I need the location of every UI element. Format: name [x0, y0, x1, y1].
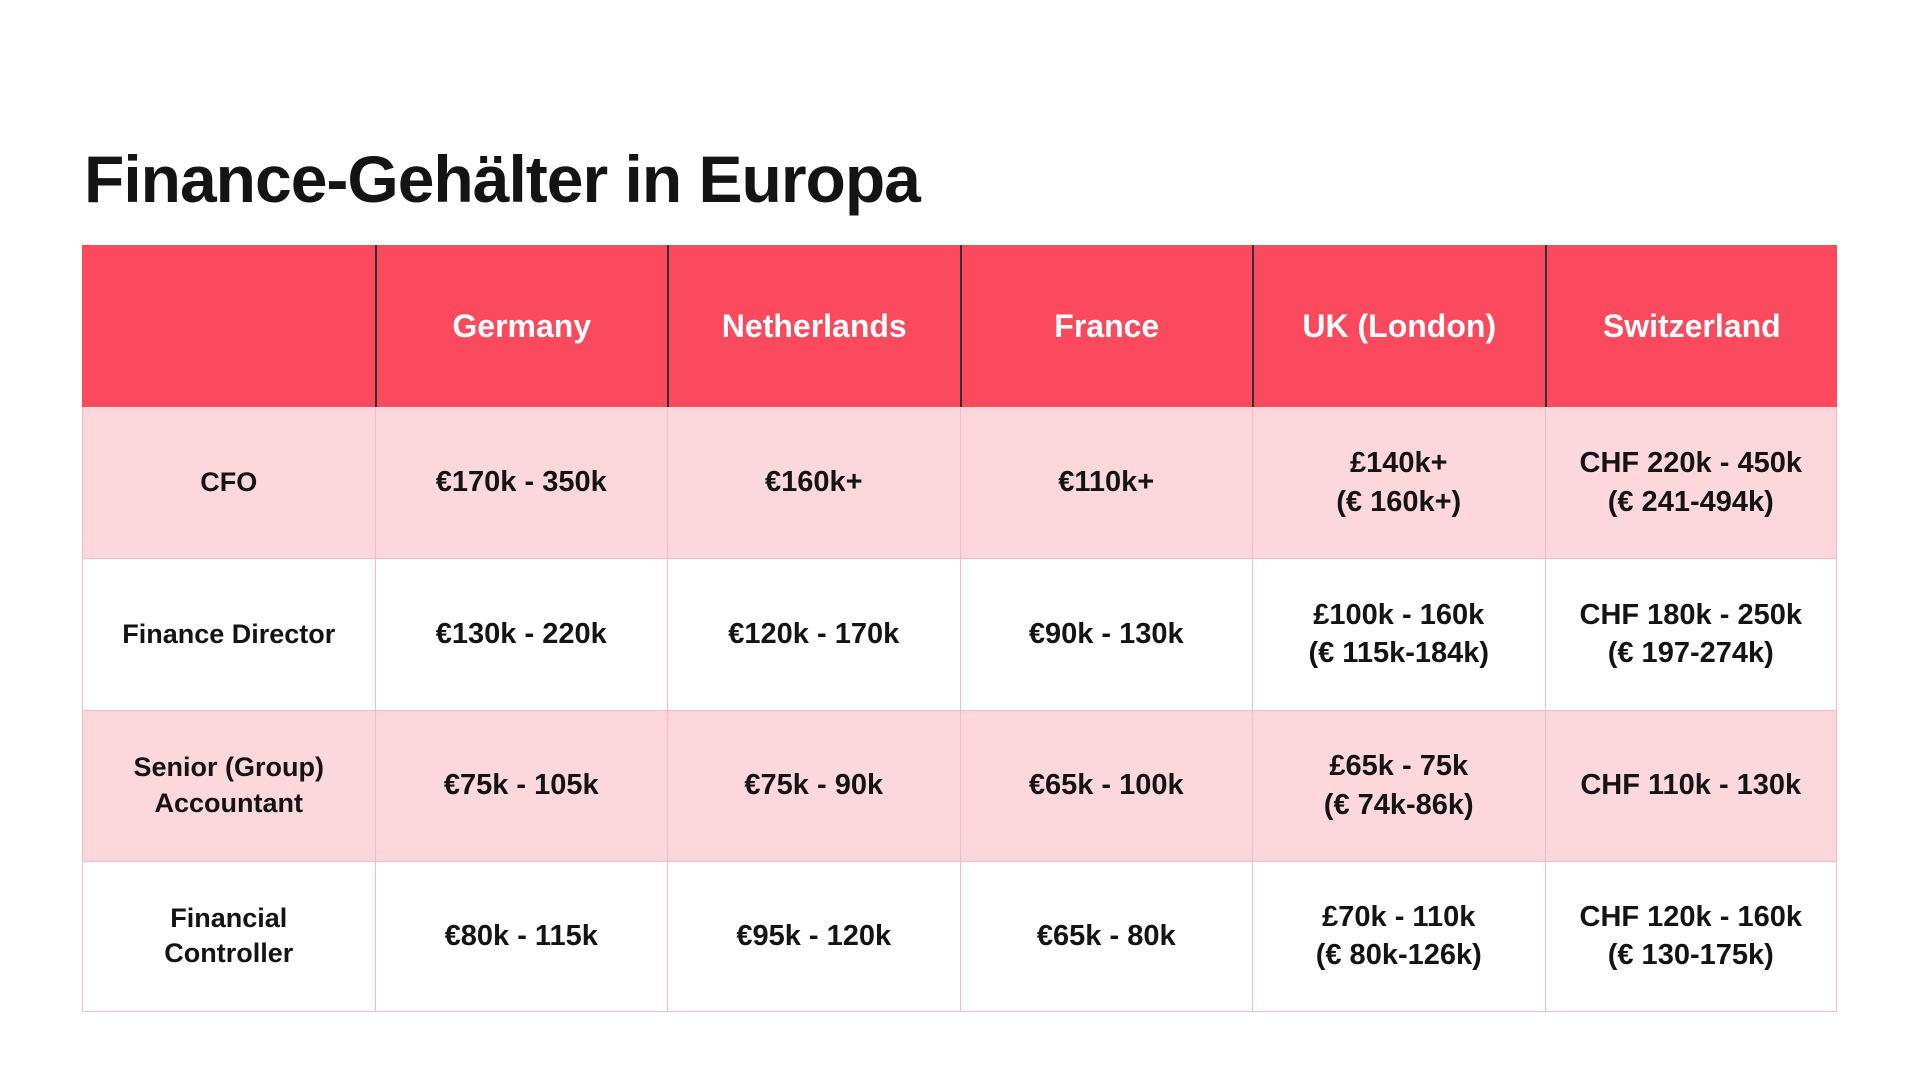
header-uk-london: UK (London)	[1252, 245, 1545, 407]
cell-cfo-switzerland: CHF 220k - 450k (€ 241-494k)	[1544, 407, 1837, 559]
row-label-cfo: CFO	[82, 407, 375, 559]
cell-cfo-uk: £140k+ (€ 160k+)	[1252, 407, 1545, 559]
header-empty-cell	[82, 245, 375, 407]
row-label-finance-director: Finance Director	[82, 558, 375, 710]
cell-fc-france: €65k - 80k	[959, 860, 1252, 1012]
cell-sa-uk: £65k - 75k (€ 74k-86k)	[1252, 709, 1545, 861]
header-germany: Germany	[374, 245, 667, 407]
cell-fc-switzerland: CHF 120k - 160k (€ 130-175k)	[1544, 860, 1837, 1012]
cell-fd-france: €90k - 130k	[959, 558, 1252, 710]
salary-table: Germany Netherlands France UK (London) S…	[82, 245, 1837, 1012]
cell-fd-switzerland: CHF 180k - 250k (€ 197-274k)	[1544, 558, 1837, 710]
header-switzerland: Switzerland	[1544, 245, 1837, 407]
cell-sa-switzerland: CHF 110k - 130k	[1544, 709, 1837, 861]
row-label-financial-controller: Financial Controller	[82, 860, 375, 1012]
cell-fd-uk: £100k - 160k (€ 115k-184k)	[1252, 558, 1545, 710]
header-netherlands: Netherlands	[667, 245, 960, 407]
cell-cfo-netherlands: €160k+	[667, 407, 960, 559]
header-france: France	[959, 245, 1252, 407]
cell-cfo-germany: €170k - 350k	[374, 407, 667, 559]
cell-sa-france: €65k - 100k	[959, 709, 1252, 861]
cell-sa-netherlands: €75k - 90k	[667, 709, 960, 861]
cell-fd-germany: €130k - 220k	[374, 558, 667, 710]
page-title: Finance-Gehälter in Europa	[84, 142, 921, 217]
cell-fc-uk: £70k - 110k (€ 80k-126k)	[1252, 860, 1545, 1012]
cell-cfo-france: €110k+	[959, 407, 1252, 559]
cell-fd-netherlands: €120k - 170k	[667, 558, 960, 710]
row-label-senior-accountant: Senior (Group) Accountant	[82, 709, 375, 861]
cell-sa-germany: €75k - 105k	[374, 709, 667, 861]
cell-fc-germany: €80k - 115k	[374, 860, 667, 1012]
cell-fc-netherlands: €95k - 120k	[667, 860, 960, 1012]
